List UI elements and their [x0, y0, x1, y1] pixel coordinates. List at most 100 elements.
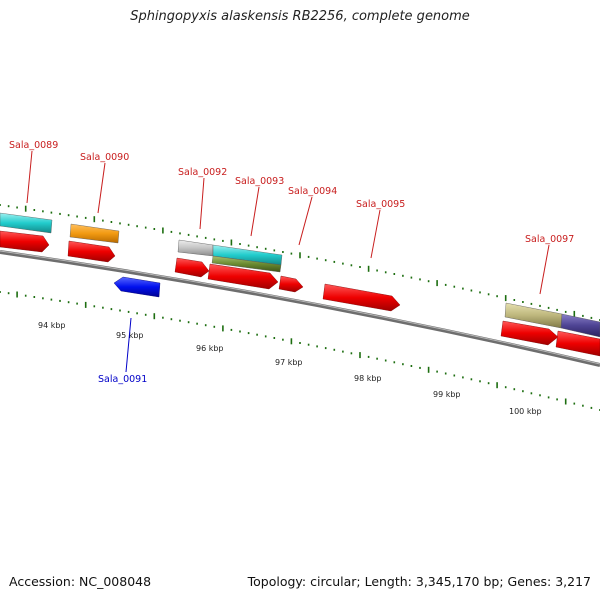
outer-track-minor-tick: [487, 293, 490, 296]
inner-track-minor-tick: [144, 313, 147, 316]
outer-track-major-tick: [93, 216, 96, 223]
outer-track-major-tick: [573, 310, 576, 317]
gene-label-sala-0095[interactable]: Sala_0095: [356, 199, 405, 210]
inner-track-minor-tick: [367, 355, 370, 358]
tick-marks: [0, 204, 600, 411]
outer-track-minor-tick: [539, 304, 541, 307]
gene-arrow-sala-0092[interactable]: [174, 257, 210, 278]
outer-track-minor-tick: [350, 264, 353, 267]
outer-track-minor-tick: [33, 209, 36, 211]
inner-track-minor-tick: [76, 302, 78, 305]
genome-summary-text: Topology: circular; Length: 3,345,170 bp…: [247, 574, 591, 589]
leader-line-sala-0091: [125, 317, 132, 373]
outer-track-major-tick: [299, 252, 301, 259]
outer-track-minor-tick: [59, 212, 61, 215]
inner-track-minor-tick: [590, 406, 593, 409]
inner-track-minor-tick: [67, 301, 70, 304]
outer-track-minor-tick: [179, 232, 181, 235]
gene-label-sala-0091[interactable]: Sala_0091: [98, 374, 147, 385]
gene-arrow-sala-0097[interactable]: [500, 320, 559, 346]
gene-arrow-sala-0091[interactable]: [113, 276, 161, 298]
inner-track-minor-tick: [0, 291, 1, 293]
inner-track-minor-tick: [136, 312, 138, 315]
inner-track-minor-tick: [7, 292, 10, 295]
inner-track-minor-tick: [282, 338, 284, 341]
outer-track-minor-tick: [479, 291, 481, 294]
outer-track-minor-tick: [144, 226, 147, 229]
inner-track-minor-tick: [119, 309, 121, 312]
inner-track-minor-tick: [50, 298, 53, 301]
inner-track-minor-tick: [453, 374, 456, 377]
inner-track-minor-tick: [316, 345, 318, 348]
outer-track-minor-tick: [402, 274, 404, 277]
accession-text: Accession: NC_008048: [9, 574, 152, 589]
inner-track-minor-tick: [376, 357, 378, 360]
inner-track-minor-tick: [410, 365, 413, 367]
outer-track-minor-tick: [496, 295, 498, 298]
leader-line-sala-0097: [539, 244, 550, 295]
feature-bar-sala-0093-secondary[interactable]: [211, 255, 282, 273]
outer-track-minor-tick: [170, 230, 173, 233]
gene-arrow-sala-0090[interactable]: [67, 240, 116, 263]
gene-arrow-sala-0094[interactable]: [278, 275, 304, 293]
inner-track-minor-tick: [59, 299, 61, 302]
outer-track-minor-tick: [84, 216, 87, 219]
gene-label-sala-0090[interactable]: Sala_0090: [80, 152, 129, 163]
outer-track-minor-tick: [564, 310, 567, 313]
outer-track-minor-tick: [102, 219, 104, 222]
inner-track-major-tick: [84, 301, 87, 308]
outer-track-minor-tick: [513, 299, 516, 301]
outer-track-minor-tick: [136, 225, 138, 228]
inner-track-minor-tick: [462, 376, 464, 379]
inner-track-minor-tick: [530, 392, 533, 395]
outer-track-minor-tick: [239, 243, 241, 245]
outer-track-minor-tick: [256, 246, 258, 249]
inner-track-minor-tick: [110, 308, 113, 311]
inner-track-minor-tick: [42, 297, 44, 300]
inner-track-minor-tick: [582, 404, 584, 407]
gene-arrow-sala-0098[interactable]: [555, 330, 600, 357]
inner-track-minor-tick: [247, 332, 250, 335]
inner-track-minor-tick: [342, 350, 344, 353]
inner-track-minor-tick: [539, 394, 541, 397]
gene-label-sala-0097[interactable]: Sala_0097: [525, 234, 574, 245]
gene-arrow-sala-0093[interactable]: [207, 263, 279, 290]
inner-track-major-tick: [153, 313, 156, 320]
inner-track-minor-tick: [573, 402, 576, 405]
outer-track-minor-tick: [273, 249, 276, 252]
outer-track-major-tick: [230, 239, 233, 246]
scale-label-97: 97 kbp: [275, 358, 303, 367]
inner-track-minor-tick: [444, 372, 447, 375]
gene-label-sala-0089[interactable]: Sala_0089: [9, 140, 58, 151]
outer-track-major-tick: [504, 295, 507, 302]
outer-track-minor-tick: [342, 262, 344, 265]
feature-bar-sala-0089[interactable]: [0, 212, 53, 234]
leader-line-sala-0089: [26, 150, 33, 204]
inner-track-minor-tick: [513, 388, 516, 391]
outer-track-minor-tick: [290, 252, 293, 255]
inner-track-minor-tick: [102, 306, 104, 309]
outer-track-minor-tick: [110, 221, 113, 223]
inner-track-minor-tick: [504, 386, 507, 389]
scale-label-100: 100 kbp: [509, 407, 542, 416]
inner-track-major-tick: [359, 352, 361, 359]
inner-track-minor-tick: [256, 333, 258, 336]
outer-track-major-tick: [24, 205, 27, 212]
feature-bar-sala-0097-secondary[interactable]: [560, 313, 600, 338]
feature-bar-sala-0092[interactable]: [177, 239, 214, 257]
gene-label-sala-0092[interactable]: Sala_0092: [178, 167, 227, 178]
feature-bar-sala-0090[interactable]: [69, 223, 120, 244]
inner-track-minor-tick: [419, 366, 421, 369]
outer-track-minor-tick: [0, 204, 1, 206]
map-title: Sphingopyxis alaskensis RB2256, complete…: [130, 9, 470, 24]
gene-arrow-sala-0095[interactable]: [322, 283, 401, 312]
gene-label-sala-0094[interactable]: Sala_0094: [288, 186, 337, 197]
outer-track-major-tick: [367, 265, 370, 272]
inner-track-minor-tick: [273, 337, 276, 339]
inner-track-major-tick: [564, 398, 567, 405]
outer-track-major-tick: [162, 227, 164, 234]
inner-track-minor-tick: [24, 294, 27, 297]
gene-arrow-sala-0089[interactable]: [0, 230, 50, 253]
gene-label-sala-0093[interactable]: Sala_0093: [235, 176, 284, 187]
outer-track-minor-tick: [282, 251, 284, 253]
